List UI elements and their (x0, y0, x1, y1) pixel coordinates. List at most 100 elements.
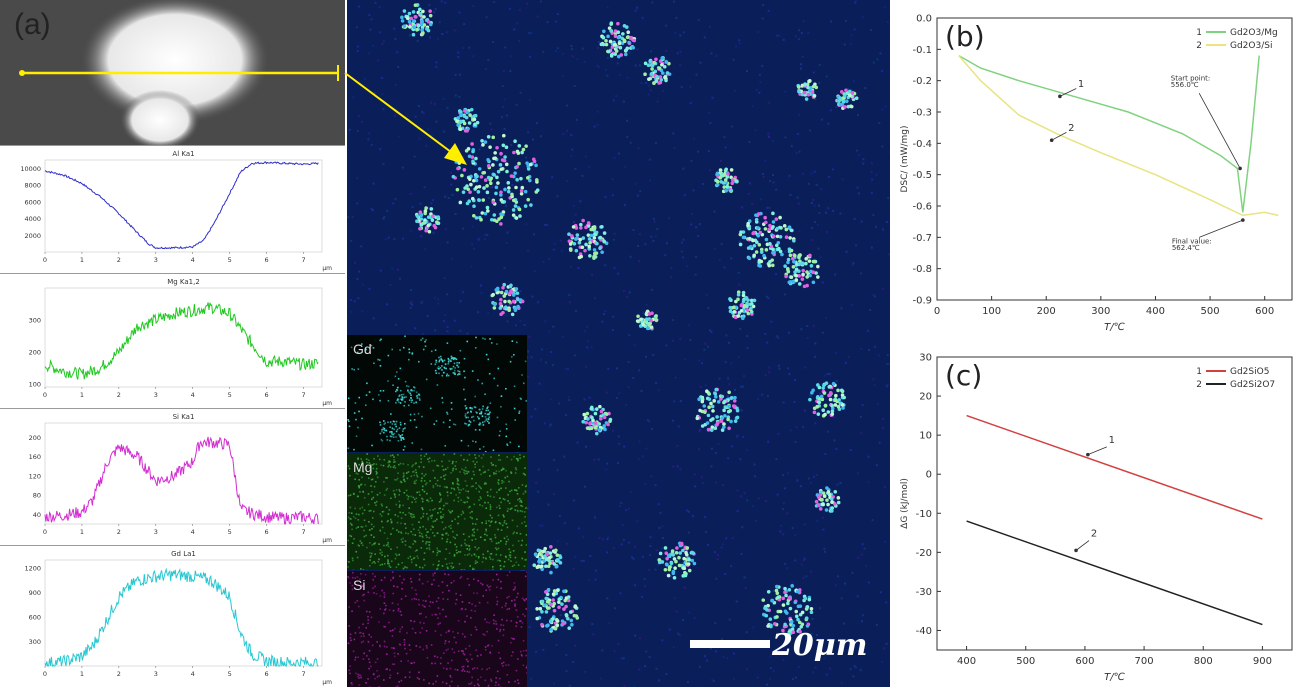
element-map-dot (423, 622, 425, 624)
element-map-dot (500, 502, 502, 504)
element-map-dot (422, 649, 424, 651)
element-map-dot (379, 553, 381, 555)
map-noise-dot (542, 261, 544, 263)
element-map-dot (404, 566, 406, 568)
map-particle-dot (682, 557, 686, 561)
map-noise-dot (811, 239, 813, 241)
element-map-dot (383, 626, 385, 628)
element-map-dot (497, 482, 499, 484)
map-noise-dot (554, 243, 556, 245)
map-noise-dot (814, 422, 816, 424)
map-noise-dot (857, 595, 859, 597)
map-noise-dot (677, 465, 679, 467)
map-particle-dot (837, 496, 841, 500)
profile-curve (45, 302, 318, 379)
profile-xtick-label: 0 (43, 670, 47, 678)
element-map-dot (523, 383, 525, 385)
map-noise-dot (473, 248, 475, 250)
map-noise-dot (544, 422, 546, 424)
map-particle-dot (664, 546, 668, 550)
map-particle-dot (549, 628, 553, 632)
map-noise-dot (579, 200, 581, 202)
x-tick-label: 200 (1037, 306, 1056, 317)
map-noise-dot (715, 578, 717, 580)
element-map-dot (357, 496, 359, 498)
element-map-dot (507, 500, 509, 502)
element-map-dot (432, 509, 434, 511)
element-map-dot (503, 566, 505, 568)
map-particle-dot (780, 253, 784, 257)
legend-number: 1 (1196, 28, 1202, 38)
profile-xtick-label: 3 (154, 256, 158, 264)
map-noise-dot (883, 647, 885, 649)
map-noise-dot (354, 262, 356, 264)
element-map-dot (507, 494, 509, 496)
map-particle-dot (535, 607, 539, 611)
element-map-dot (504, 538, 506, 540)
element-map-dot (480, 536, 482, 538)
element-map-dot (498, 459, 500, 461)
element-map-dot (436, 554, 438, 556)
element-map-dot (473, 471, 475, 473)
map-noise-dot (568, 399, 570, 401)
element-map-dot (403, 492, 405, 494)
map-particle-dot (815, 500, 819, 504)
element-map-dot (410, 578, 412, 580)
map-noise-dot (519, 290, 521, 292)
map-noise-dot (645, 483, 647, 485)
element-map-dot (478, 499, 480, 501)
element-map-dot (380, 390, 382, 392)
element-map-dot (384, 594, 386, 596)
element-map-dot (525, 525, 527, 527)
element-map-dot (369, 559, 371, 561)
element-map-dot (507, 510, 509, 512)
element-map-dot (421, 613, 423, 615)
element-map-dot (348, 465, 350, 467)
element-map-dot (523, 493, 525, 495)
element-map-dot (519, 620, 521, 622)
map-noise-dot (538, 469, 540, 471)
map-noise-dot (574, 556, 576, 558)
element-map-dot (448, 574, 450, 576)
map-particle-dot (771, 248, 775, 252)
element-map-dot (478, 556, 480, 558)
element-map-dot (440, 516, 442, 518)
element-map-dot (465, 408, 467, 410)
element-map-dot (376, 641, 378, 643)
element-map-dot (471, 539, 473, 541)
map-noise-dot (444, 277, 446, 279)
element-map-dot (358, 514, 360, 516)
map-noise-dot (837, 575, 839, 577)
map-particle-dot (714, 388, 718, 392)
map-noise-dot (393, 238, 395, 240)
element-map-dot (426, 500, 428, 502)
element-map-dot (487, 359, 489, 361)
element-map-dot (485, 557, 487, 559)
element-map-dot (355, 419, 357, 421)
map-particle-dot (710, 428, 714, 432)
element-map-dot (354, 639, 356, 641)
map-particle-dot (769, 617, 773, 621)
element-map-dot (374, 486, 376, 488)
map-noise-dot (822, 517, 824, 519)
map-noise-dot (670, 276, 672, 278)
element-map-dot (372, 562, 374, 564)
element-map-dot (404, 427, 406, 429)
element-map-dot (471, 486, 473, 488)
element-map-dot (489, 589, 491, 591)
element-map-dot (453, 500, 455, 502)
element-map-dot (363, 600, 365, 602)
element-map-dot (518, 487, 520, 489)
map-noise-dot (634, 344, 636, 346)
map-particle-dot (576, 233, 580, 237)
element-map-dot (461, 569, 463, 570)
element-map-dot (397, 653, 399, 655)
map-noise-dot (386, 303, 388, 305)
element-map-dot (465, 467, 467, 469)
map-noise-dot (814, 667, 816, 669)
element-map-dot (488, 520, 490, 522)
map-noise-dot (695, 256, 697, 258)
element-map-dot (429, 549, 431, 551)
map-particle-dot (516, 305, 520, 309)
